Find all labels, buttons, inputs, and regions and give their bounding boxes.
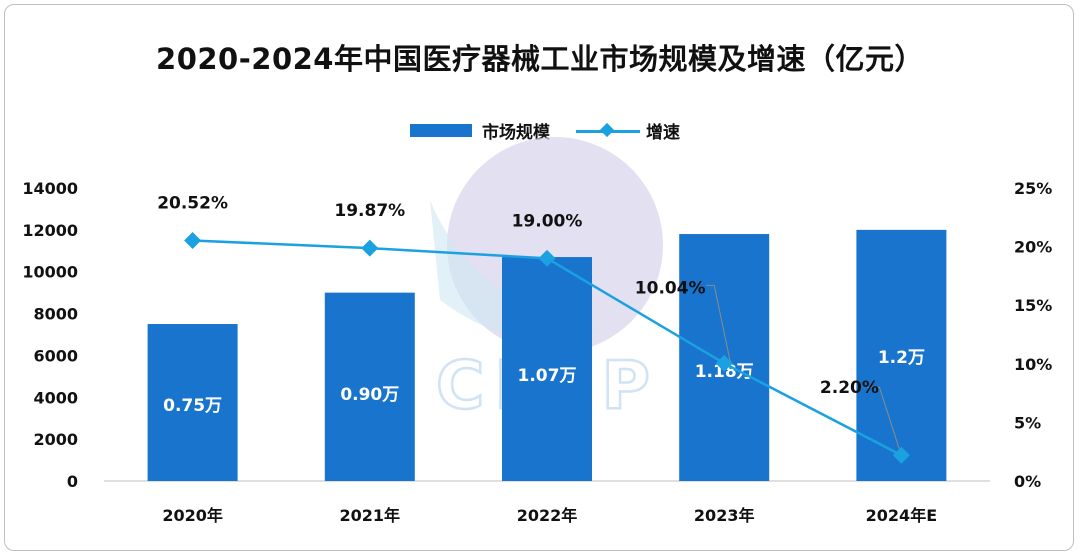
bar-data-label: 1.18万 <box>695 362 754 382</box>
bar <box>502 257 592 481</box>
growth-point <box>538 249 556 267</box>
bar <box>147 324 238 481</box>
y-left-tick-label: 2000 <box>33 430 78 449</box>
legend-bar-swatch <box>410 124 472 137</box>
legend-item-bar: 市场规模 <box>410 118 550 143</box>
growth-data-label: 10.04% <box>635 278 706 298</box>
y-right-tick-label: 20% <box>1014 238 1052 257</box>
y-left-tick-label: 0 <box>67 472 78 491</box>
y-left-tick-label: 8000 <box>33 305 78 324</box>
y-left-tick-label: 4000 <box>33 388 78 407</box>
legend-bar-label: 市场规模 <box>482 123 550 143</box>
y-right-tick-label: 15% <box>1014 296 1052 315</box>
x-tick-label: 2021年 <box>340 506 401 525</box>
growth-data-label: 20.52% <box>157 194 228 214</box>
bar-data-label: 1.2万 <box>878 348 925 368</box>
y-right-tick-label: 5% <box>1014 413 1041 432</box>
y-right-tick-label: 10% <box>1014 355 1052 374</box>
bar-data-label: 0.90万 <box>340 385 399 405</box>
y-left-tick-label: 12000 <box>22 221 78 240</box>
y-right-tick-label: 0% <box>1014 472 1041 491</box>
x-tick-label: 2022年 <box>517 506 578 525</box>
y-left-tick-label: 14000 <box>22 179 78 198</box>
legend-item-line: 增速 <box>576 118 680 143</box>
x-tick-label: 2023年 <box>694 506 755 525</box>
growth-point <box>361 239 379 257</box>
growth-data-label: 19.00% <box>512 211 583 231</box>
y-left-tick-label: 10000 <box>22 263 78 282</box>
y-right-tick-label: 25% <box>1014 179 1052 198</box>
chart-title: 2020-2024年中国医疗器械工业市场规模及增速（亿元） <box>156 42 924 76</box>
growth-data-label: 19.87% <box>334 201 405 221</box>
growth-point <box>715 354 733 372</box>
bar-data-label: 0.75万 <box>163 396 222 416</box>
leader-line <box>867 386 900 450</box>
x-tick-label: 2020年 <box>162 506 223 525</box>
y-left-tick-label: 6000 <box>33 346 78 365</box>
growth-point <box>184 232 202 249</box>
growth-point <box>892 446 910 464</box>
bar <box>324 292 415 481</box>
legend-line-swatch <box>576 122 640 139</box>
leader-line <box>706 284 731 362</box>
x-tick-label: 2024年E <box>866 506 937 525</box>
growth-data-label: 2.20% <box>820 378 879 398</box>
bar-data-label: 1.07万 <box>518 366 577 386</box>
legend-line-label: 增速 <box>646 123 680 143</box>
watermark-swoosh <box>430 200 600 340</box>
